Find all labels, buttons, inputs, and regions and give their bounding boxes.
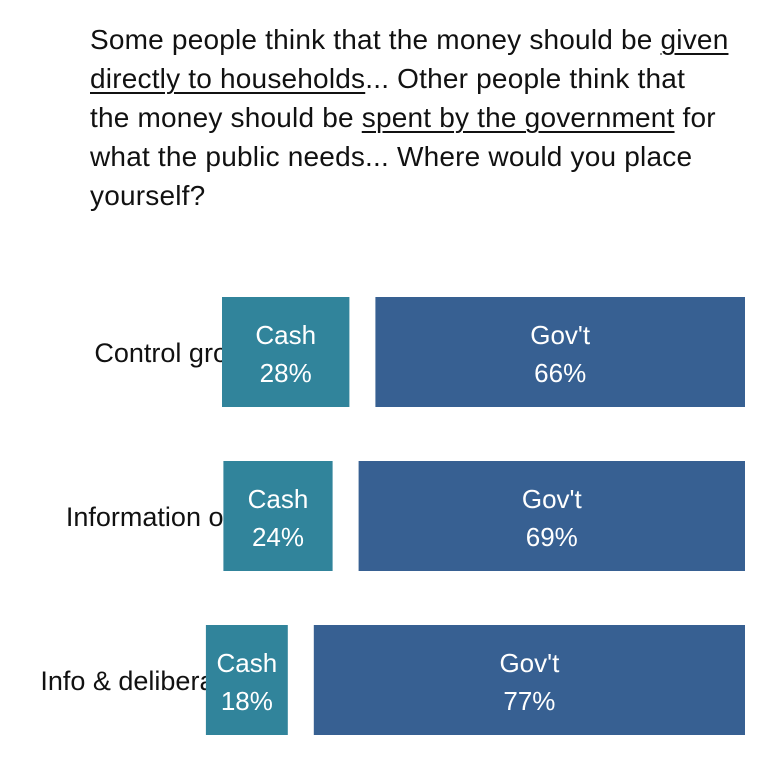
bar-label-govt-info-deliberation: Gov't 77% [499, 648, 560, 716]
bar-cash-control-group [222, 297, 350, 407]
question-part-3: for what the public needs... Where would… [90, 102, 716, 211]
question-text: Some people think that the money should … [90, 20, 730, 215]
bar-govt-info-deliberation [313, 625, 745, 735]
bar-label-govt-control-group: Gov't 66% [530, 320, 591, 388]
bar-label-cash-control-group: Cash 28% [255, 320, 316, 388]
bar-cash-info-deliberation [205, 625, 288, 735]
question-underlined-government: spent by the government [361, 102, 675, 133]
bar-label-cash-information-only: Cash 24% [248, 484, 309, 552]
bar-cash-information-only [223, 461, 333, 571]
question-part-2: ... Other people think that the money sh… [90, 63, 686, 133]
bar-label-cash-info-deliberation: Cash 18% [216, 648, 277, 716]
question-part-1: Some people think that the money should … [90, 24, 661, 55]
question-underlined-households: given directly to households [90, 24, 729, 94]
bar-govt-control-group [375, 297, 745, 407]
bar-govt-information-only [358, 461, 745, 571]
bar-label-govt-information-only: Gov't 69% [522, 484, 583, 552]
